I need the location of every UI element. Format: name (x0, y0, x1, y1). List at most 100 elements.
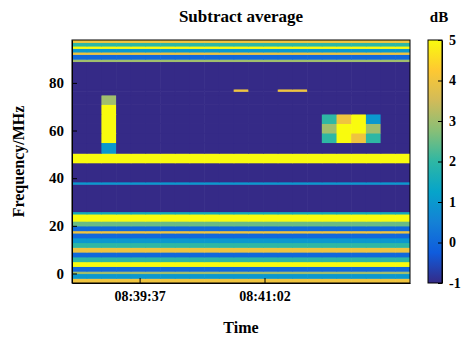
heatmap-cell (234, 54, 249, 59)
heatmap-cell (145, 48, 160, 52)
heatmap-cell (381, 91, 396, 95)
heatmap-cell (145, 91, 160, 95)
heatmap-cell (351, 214, 366, 222)
heatmap-cell (116, 221, 131, 226)
heatmap-cell (351, 221, 366, 226)
heatmap-cell (234, 252, 249, 257)
heatmap-cell (87, 54, 102, 59)
colorbar-tick: 4 (438, 73, 456, 88)
heatmap-cell (381, 262, 396, 267)
heatmap-cell (366, 257, 381, 262)
heatmap-cell (381, 243, 396, 248)
y-axis-line (72, 41, 73, 284)
x-tick-mark (265, 278, 266, 283)
heatmap-cell (219, 95, 234, 105)
heatmap-cell (190, 221, 205, 226)
colorbar-tick-label: 4 (449, 73, 456, 88)
heatmap-cell (204, 91, 219, 95)
heatmap-cell (307, 123, 322, 133)
heatmap-cell (351, 257, 366, 262)
heatmap-cell (234, 214, 249, 222)
heatmap-cell (337, 233, 352, 238)
y-axis-title: Frequency/MHz (10, 106, 28, 218)
heatmap-cell (175, 133, 190, 143)
heatmap-cell (337, 221, 352, 226)
heatmap-cell (190, 114, 205, 124)
heatmap-cell (263, 266, 278, 271)
heatmap-cell (322, 61, 337, 89)
heatmap-cell (307, 278, 322, 283)
heatmap-cell (395, 262, 410, 267)
heatmap-cell (351, 91, 366, 95)
heatmap-cell (351, 114, 366, 124)
heatmap-cell (116, 273, 131, 278)
heatmap-cell (366, 266, 381, 271)
heatmap-cell (175, 238, 190, 243)
heatmap-cell (278, 104, 293, 114)
heatmap-cell (307, 104, 322, 114)
heatmap-cell (116, 153, 131, 163)
heatmap-cell (116, 42, 131, 46)
heatmap-cell (322, 91, 337, 95)
heatmap-cell (175, 278, 190, 283)
y-tick: 20 (49, 218, 77, 234)
heatmap-cell (175, 95, 190, 105)
heatmap-cell (395, 163, 410, 183)
heatmap-cell (395, 252, 410, 257)
heatmap-cell (278, 233, 293, 238)
heatmap-cell (175, 273, 190, 278)
heatmap-cell (381, 142, 396, 153)
heatmap-cell (175, 54, 190, 59)
y-tick-label: 80 (49, 75, 64, 91)
heatmap-cell (307, 163, 322, 183)
heatmap-cell (395, 61, 410, 89)
heatmap-cell (351, 123, 366, 133)
heatmap-cell (116, 238, 131, 243)
heatmap-cell (160, 233, 175, 238)
heatmap-cell (292, 247, 307, 252)
heatmap-cell (278, 48, 293, 52)
heatmap-cell (366, 278, 381, 283)
heatmap-cell (322, 214, 337, 222)
heatmap-cell (72, 252, 87, 257)
heatmap-cell (72, 226, 87, 231)
heatmap-cell (307, 243, 322, 248)
heatmap-cell (248, 48, 263, 52)
heatmap-cell (131, 262, 146, 267)
heatmap-cell (337, 243, 352, 248)
heatmap-cell (263, 226, 278, 231)
heatmap-cell (160, 273, 175, 278)
heatmap-cell (145, 226, 160, 231)
heatmap-cell (278, 153, 293, 163)
heatmap-cell (160, 114, 175, 124)
heatmap-cell (190, 133, 205, 143)
heatmap-cell (72, 114, 87, 124)
heatmap-cell (248, 252, 263, 257)
heatmap-cell (145, 104, 160, 114)
y-tick: 0 (57, 266, 78, 282)
heatmap-cell (366, 42, 381, 46)
heatmap-cell (263, 262, 278, 267)
heatmap-cell (381, 95, 396, 105)
colorbar-tick-mark (438, 283, 442, 284)
heatmap-cell (307, 61, 322, 89)
heatmap-cell (307, 142, 322, 153)
heatmap-cell (116, 48, 131, 52)
heatmap-cell (248, 184, 263, 212)
heatmap-cell (234, 142, 249, 153)
heatmap-cell (131, 42, 146, 46)
heatmap-cell (366, 238, 381, 243)
heatmap-cell (278, 133, 293, 143)
heatmap-cell (204, 243, 219, 248)
heatmap-cell (131, 153, 146, 163)
heatmap-cell (219, 266, 234, 271)
heatmap-cell (234, 95, 249, 105)
heatmap-cell (278, 95, 293, 105)
heatmap-cell (322, 226, 337, 231)
heatmap-cell (366, 142, 381, 153)
heatmap-cell (145, 214, 160, 222)
heatmap-cell (322, 104, 337, 114)
heatmap-cell (190, 153, 205, 163)
heatmap-cell (190, 243, 205, 248)
heatmap-cell (337, 252, 352, 257)
